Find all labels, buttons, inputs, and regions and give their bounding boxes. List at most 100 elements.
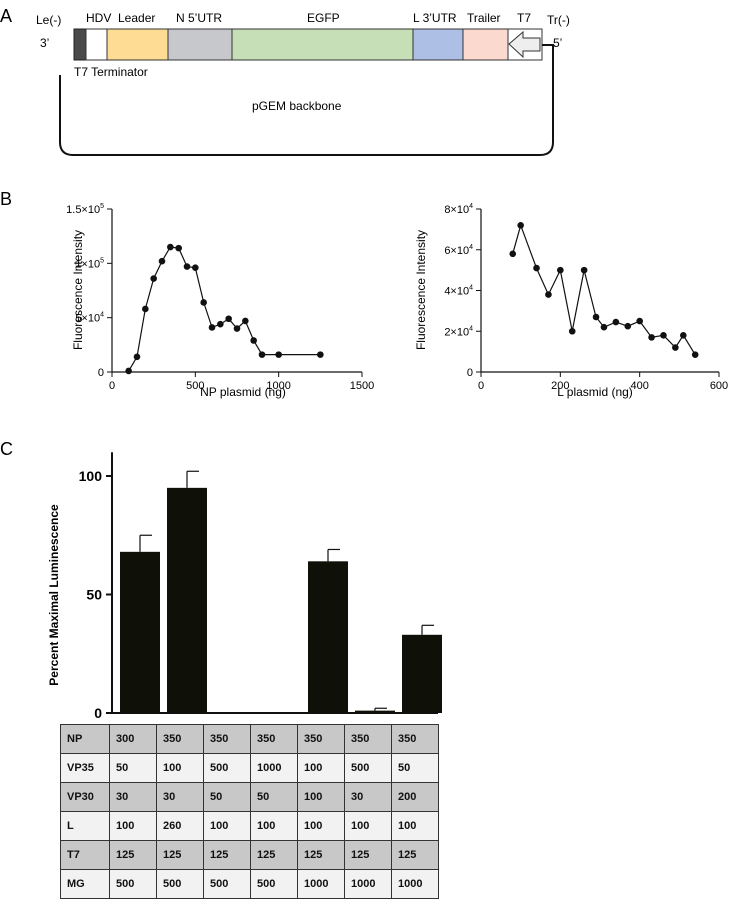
data-point xyxy=(660,332,667,339)
data-point xyxy=(568,327,576,335)
table-row: T7 125 125 125 125 125 125 125 xyxy=(60,840,439,870)
conditions-table: NP 300 350 350 350 350 350 350 VP35 50 100 500 1000 1… xyxy=(60,724,439,899)
y-tick-label: 5×104 xyxy=(75,312,104,325)
table-cell: 260 xyxy=(156,811,204,841)
y-tick-label: 50 xyxy=(86,587,102,603)
minigenome-construct: Le(-) Tr(-) 3’ 5’ HDV Leader N 5’UTR EGF… xyxy=(36,11,570,156)
x-tick-label: 200 xyxy=(551,380,569,392)
data-point xyxy=(624,322,632,330)
data-point xyxy=(648,334,655,341)
data-point xyxy=(509,250,517,258)
data-point xyxy=(680,332,687,339)
table-cell: 125 xyxy=(391,840,439,870)
segment-hdv xyxy=(85,28,108,61)
data-point xyxy=(580,266,588,274)
table-cell: 50 xyxy=(391,753,439,783)
table-cell: 350 xyxy=(344,724,392,754)
table-cell: 500 xyxy=(109,869,157,899)
table-cell: 100 xyxy=(109,811,157,841)
data-point xyxy=(125,367,132,375)
table-cell: 50 xyxy=(203,782,251,812)
x-tick-label: 0 xyxy=(109,380,115,392)
data-point xyxy=(612,318,620,326)
data-point xyxy=(636,317,643,325)
data-point xyxy=(150,275,157,282)
table-cell: 125 xyxy=(297,840,345,870)
row-label: MG xyxy=(60,869,110,899)
x-tick-label: 0 xyxy=(478,380,484,392)
t7-terminator-label: T7 Terminator xyxy=(74,65,148,79)
data-point xyxy=(133,353,141,361)
pgem-backbone-loop xyxy=(59,44,554,156)
data-point xyxy=(200,299,207,306)
data-point xyxy=(242,317,249,325)
table-cell: 100 xyxy=(156,753,204,783)
table-cell: 350 xyxy=(250,724,298,754)
data-point xyxy=(233,325,241,332)
x-tick-label: 500 xyxy=(186,380,204,392)
data-point xyxy=(317,351,324,358)
table-cell: 1000 xyxy=(344,869,392,899)
x-tick-label: 1500 xyxy=(350,380,374,392)
y-tick-label: 100 xyxy=(79,468,103,484)
panel-label-b: B xyxy=(0,189,12,209)
y-tick-label: 0 xyxy=(467,367,473,379)
bar xyxy=(355,710,395,713)
backbone-label: pGEM backbone xyxy=(252,99,342,113)
panel-label-a: A xyxy=(0,6,12,26)
segment-label-t7: T7 xyxy=(517,11,531,25)
data-point xyxy=(183,263,191,270)
bar xyxy=(308,561,348,713)
segment-trailer xyxy=(462,28,509,61)
table-cell: 350 xyxy=(391,724,439,754)
data-point xyxy=(517,222,524,229)
bar-ylabel: Percent Maximal Luminescence xyxy=(47,504,61,686)
np-ylabel: Fluorescence Intensity xyxy=(71,230,85,350)
table-cell: 100 xyxy=(203,811,251,841)
row-label: VP30 xyxy=(60,782,110,812)
data-point xyxy=(672,344,679,351)
bar xyxy=(167,487,207,713)
table-cell: 100 xyxy=(297,811,345,841)
segment-label-egfp: EGFP xyxy=(307,11,340,25)
table-cell: 100 xyxy=(297,753,345,783)
table-row: MG 500 500 500 500 1000 1000 1000 xyxy=(60,869,439,899)
row-label: NP xyxy=(60,724,110,754)
le-block xyxy=(73,28,87,61)
data-point xyxy=(691,351,699,358)
y-tick-label: 6×104 xyxy=(444,244,473,257)
le-label: Le(-) xyxy=(36,13,61,27)
table-row: VP35 50 100 500 1000 100 500 50 xyxy=(60,753,439,783)
data-point xyxy=(557,266,564,274)
y-tick-label: 0 xyxy=(94,705,102,721)
table-cell: 500 xyxy=(203,869,251,899)
table-cell: 300 xyxy=(109,724,157,754)
segment-label-n-5utr: N 5’UTR xyxy=(176,11,222,25)
table-row: NP 300 350 350 350 350 350 350 xyxy=(60,724,439,754)
end-5-label: 5’ xyxy=(553,36,562,50)
l-xlabel: L plasmid (ng) xyxy=(557,385,633,399)
y-tick-label: 4×104 xyxy=(444,285,473,298)
panel-label-c: C xyxy=(0,439,13,459)
y-tick-label: 2×104 xyxy=(444,325,473,338)
table-cell: 1000 xyxy=(250,753,298,783)
data-point xyxy=(158,257,166,265)
x-tick-label: 1000 xyxy=(266,380,290,392)
data-point xyxy=(167,243,174,251)
series-line xyxy=(128,246,321,372)
table-cell: 1000 xyxy=(297,869,345,899)
table-cell: 50 xyxy=(250,782,298,812)
np-plasmid-chart: 0 500 1000 1500 0 5×104 1×105 1.5×105 NP plasmi… xyxy=(66,203,374,399)
bar xyxy=(402,634,442,713)
t7-promoter-arrow-icon xyxy=(508,30,541,59)
table-cell: 125 xyxy=(250,840,298,870)
segment-label-l-3utr: L 3’UTR xyxy=(413,11,457,25)
data-point xyxy=(192,264,199,271)
tr-label: Tr(-) xyxy=(547,13,570,27)
table-row: VP30 30 30 50 50 100 30 200 xyxy=(60,782,439,812)
series-line xyxy=(512,223,696,356)
table-cell: 350 xyxy=(203,724,251,754)
l-ylabel: Fluorescence Intensity xyxy=(414,230,428,350)
table-cell: 125 xyxy=(156,840,204,870)
